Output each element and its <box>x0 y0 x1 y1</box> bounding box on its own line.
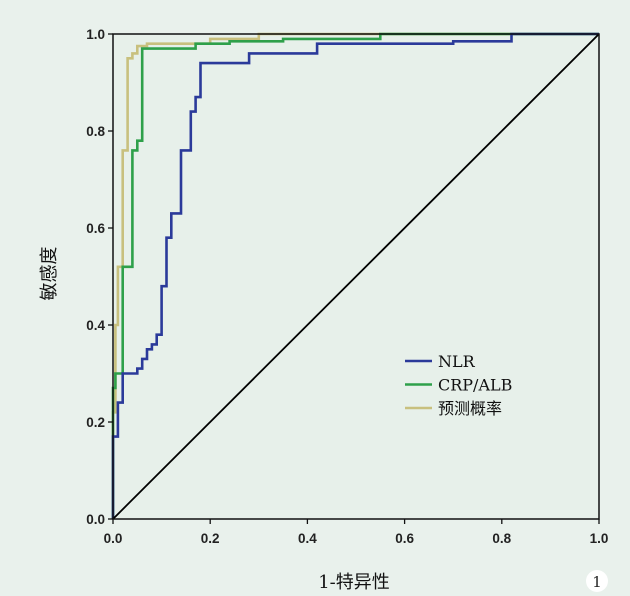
corner-badge: 1 <box>586 570 608 592</box>
x-tick-label: 0.8 <box>492 531 511 546</box>
x-tick-label: 1.0 <box>590 531 609 546</box>
series-line-2 <box>111 32 599 519</box>
series-layer <box>111 32 599 519</box>
x-tick-label: 0.0 <box>104 531 123 546</box>
y-tick-label: 0.2 <box>86 415 105 430</box>
y-axis: 0.0 0.2 0.4 0.6 0.8 1.0 <box>86 27 113 527</box>
x-axis: 0.0 0.2 0.4 0.6 0.8 1.0 <box>104 519 609 546</box>
legend-label-1: NLR <box>438 352 476 371</box>
y-tick-label: 1.0 <box>86 27 105 42</box>
reference-diagonal-line <box>112 33 600 520</box>
x-axis-label: 1-特异性 <box>318 572 390 593</box>
x-tick-label: 0.6 <box>395 531 414 546</box>
y-tick-label: 0.0 <box>86 512 105 527</box>
series-line-1 <box>111 32 599 519</box>
x-tick-label: 0.4 <box>298 531 317 546</box>
y-tick-label: 0.8 <box>86 124 105 139</box>
y-tick-label: 0.6 <box>86 221 105 236</box>
corner-badge-text: 1 <box>592 573 602 591</box>
legend-label-3: 预测概率 <box>438 399 502 418</box>
y-tick-label: 0.4 <box>86 318 105 333</box>
x-tick-label: 0.2 <box>201 531 220 546</box>
corner-badge-circle <box>586 570 608 592</box>
legend: NLR CRP/ALB 预测概率 <box>405 352 512 418</box>
y-axis-label: 敏感度 <box>39 247 60 301</box>
legend-label-2: CRP/ALB <box>438 376 512 395</box>
plot-frame <box>112 33 600 520</box>
series-line-3 <box>111 32 599 519</box>
